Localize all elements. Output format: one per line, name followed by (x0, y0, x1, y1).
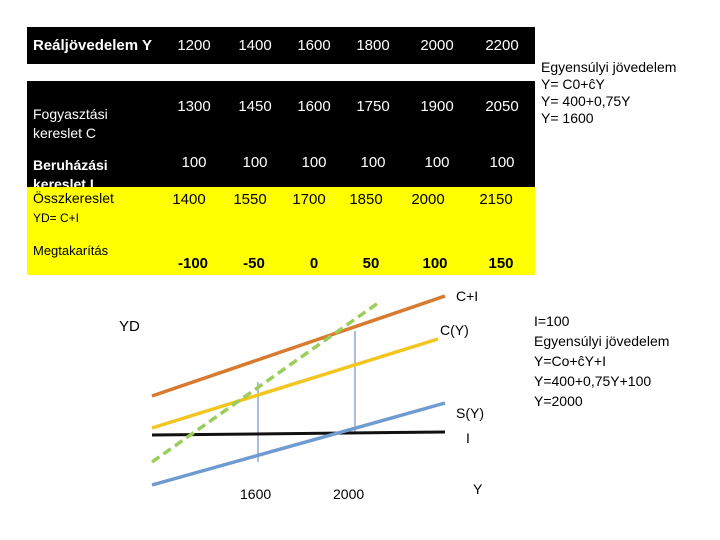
cell-income-2: 1400 (238, 37, 272, 54)
note-top-line1: Egyensúlyi jövedelem (541, 59, 677, 75)
note-bottom-line1: I=100 (534, 313, 570, 329)
investment-label: I (466, 430, 470, 446)
row-label-aggregate-line1: Összkereslet (33, 190, 114, 206)
savings-line (151, 401, 446, 487)
cell-consumption-5: 1900 (420, 97, 454, 115)
consumption-line (151, 337, 439, 430)
cell-income-4: 1800 (356, 37, 390, 54)
cell-consumption-4: 1750 (356, 97, 390, 115)
note-bottom-line5: Y=2000 (534, 393, 583, 409)
note-top-line3: Y= 400+0,75Y (541, 93, 631, 109)
tick-label-1600: 1600 (240, 486, 272, 502)
row-label-savings: Megtakarítás (33, 243, 109, 258)
cell-consumption-6: 2050 (485, 97, 519, 115)
cell-investment-3: 100 (301, 153, 327, 171)
cell-consumption-2: 1450 (238, 97, 272, 115)
cell-income-5: 2000 (420, 37, 454, 54)
cell-investment-5: 100 (424, 153, 450, 171)
equilibrium-note-top: Egyensúlyi jövedelem Y= C0+ĉY Y= 400+0,7… (541, 59, 676, 127)
row-aggregate-demand: Összkereslet YD= C+I 1400 1550 1700 1850… (27, 187, 535, 239)
income-table: Reáljövedelem Y 1200 1400 1600 1800 2000… (27, 27, 535, 275)
cell-income-6: 2200 (485, 37, 519, 54)
cell-investment-4: 100 (360, 153, 386, 171)
cell-consumption-3: 1600 (297, 97, 331, 115)
x-axis-label: Y (473, 481, 483, 497)
cell-aggregate-2: 1550 (233, 190, 267, 208)
note-bottom-line4: Y=400+0,75Y+100 (534, 373, 652, 389)
consumption-label: C(Y) (440, 322, 469, 338)
equilibrium-note-bottom: I=100 Egyensúlyi jövedelem Y=Co+ĉY+I Y=4… (534, 311, 669, 411)
row-label-consumption-line1: Fogyasztási (33, 106, 108, 122)
cell-savings-5: 100 (422, 254, 448, 272)
cell-investment-1: 100 (181, 153, 207, 171)
note-top-line4: Y= 1600 (541, 110, 594, 126)
cell-aggregate-1: 1400 (172, 190, 206, 208)
row-label-aggregate: Összkereslet YD= C+I (33, 189, 114, 228)
row-label-investment-line1: Beruházási (33, 157, 108, 173)
row-label-consumption-line2: kereslet C (33, 125, 97, 141)
c-plus-i-label: C+I (456, 288, 479, 304)
tick-label-2000: 2000 (333, 486, 365, 502)
cell-savings-2: -50 (243, 254, 265, 272)
note-bottom-line3: Y=Co+ĉY+I (534, 353, 606, 369)
note-bottom-line2: Egyensúlyi jövedelem (534, 333, 670, 349)
cell-savings-1: -100 (177, 254, 209, 272)
cell-aggregate-4: 1850 (349, 190, 383, 208)
row-consumption: Fogyasztási kereslet C 1300 1450 1600 17… (27, 81, 535, 151)
cell-aggregate-5: 2000 (411, 190, 445, 208)
investment-line (151, 430, 446, 437)
cell-aggregate-3: 1700 (292, 190, 326, 208)
cell-aggregate-6: 2150 (479, 190, 513, 208)
row-label-aggregate-line2: YD= C+I (33, 211, 80, 225)
savings-label: S(Y) (456, 405, 484, 421)
cell-investment-2: 100 (242, 153, 268, 171)
c-plus-i-line (151, 294, 446, 398)
y-axis-label: YD (119, 318, 140, 335)
row-label-real-income: Reáljövedelem Y (33, 37, 152, 54)
row-savings: Megtakarítás -100 -50 0 50 100 150 (27, 239, 535, 275)
row-label-consumption: Fogyasztási kereslet C (33, 105, 108, 143)
cell-income-1: 1200 (177, 37, 211, 54)
cell-consumption-1: 1300 (177, 97, 211, 115)
cell-savings-3: 0 (309, 254, 319, 272)
cell-investment-6: 100 (489, 153, 515, 171)
diagonal-45-line (150, 301, 380, 464)
cell-savings-4: 50 (362, 254, 380, 272)
row-real-income: Reáljövedelem Y 1200 1400 1600 1800 2000… (27, 27, 535, 64)
cell-savings-6: 150 (488, 254, 514, 272)
note-top-line2: Y= C0+ĉY (541, 76, 605, 92)
cell-income-3: 1600 (297, 37, 331, 54)
